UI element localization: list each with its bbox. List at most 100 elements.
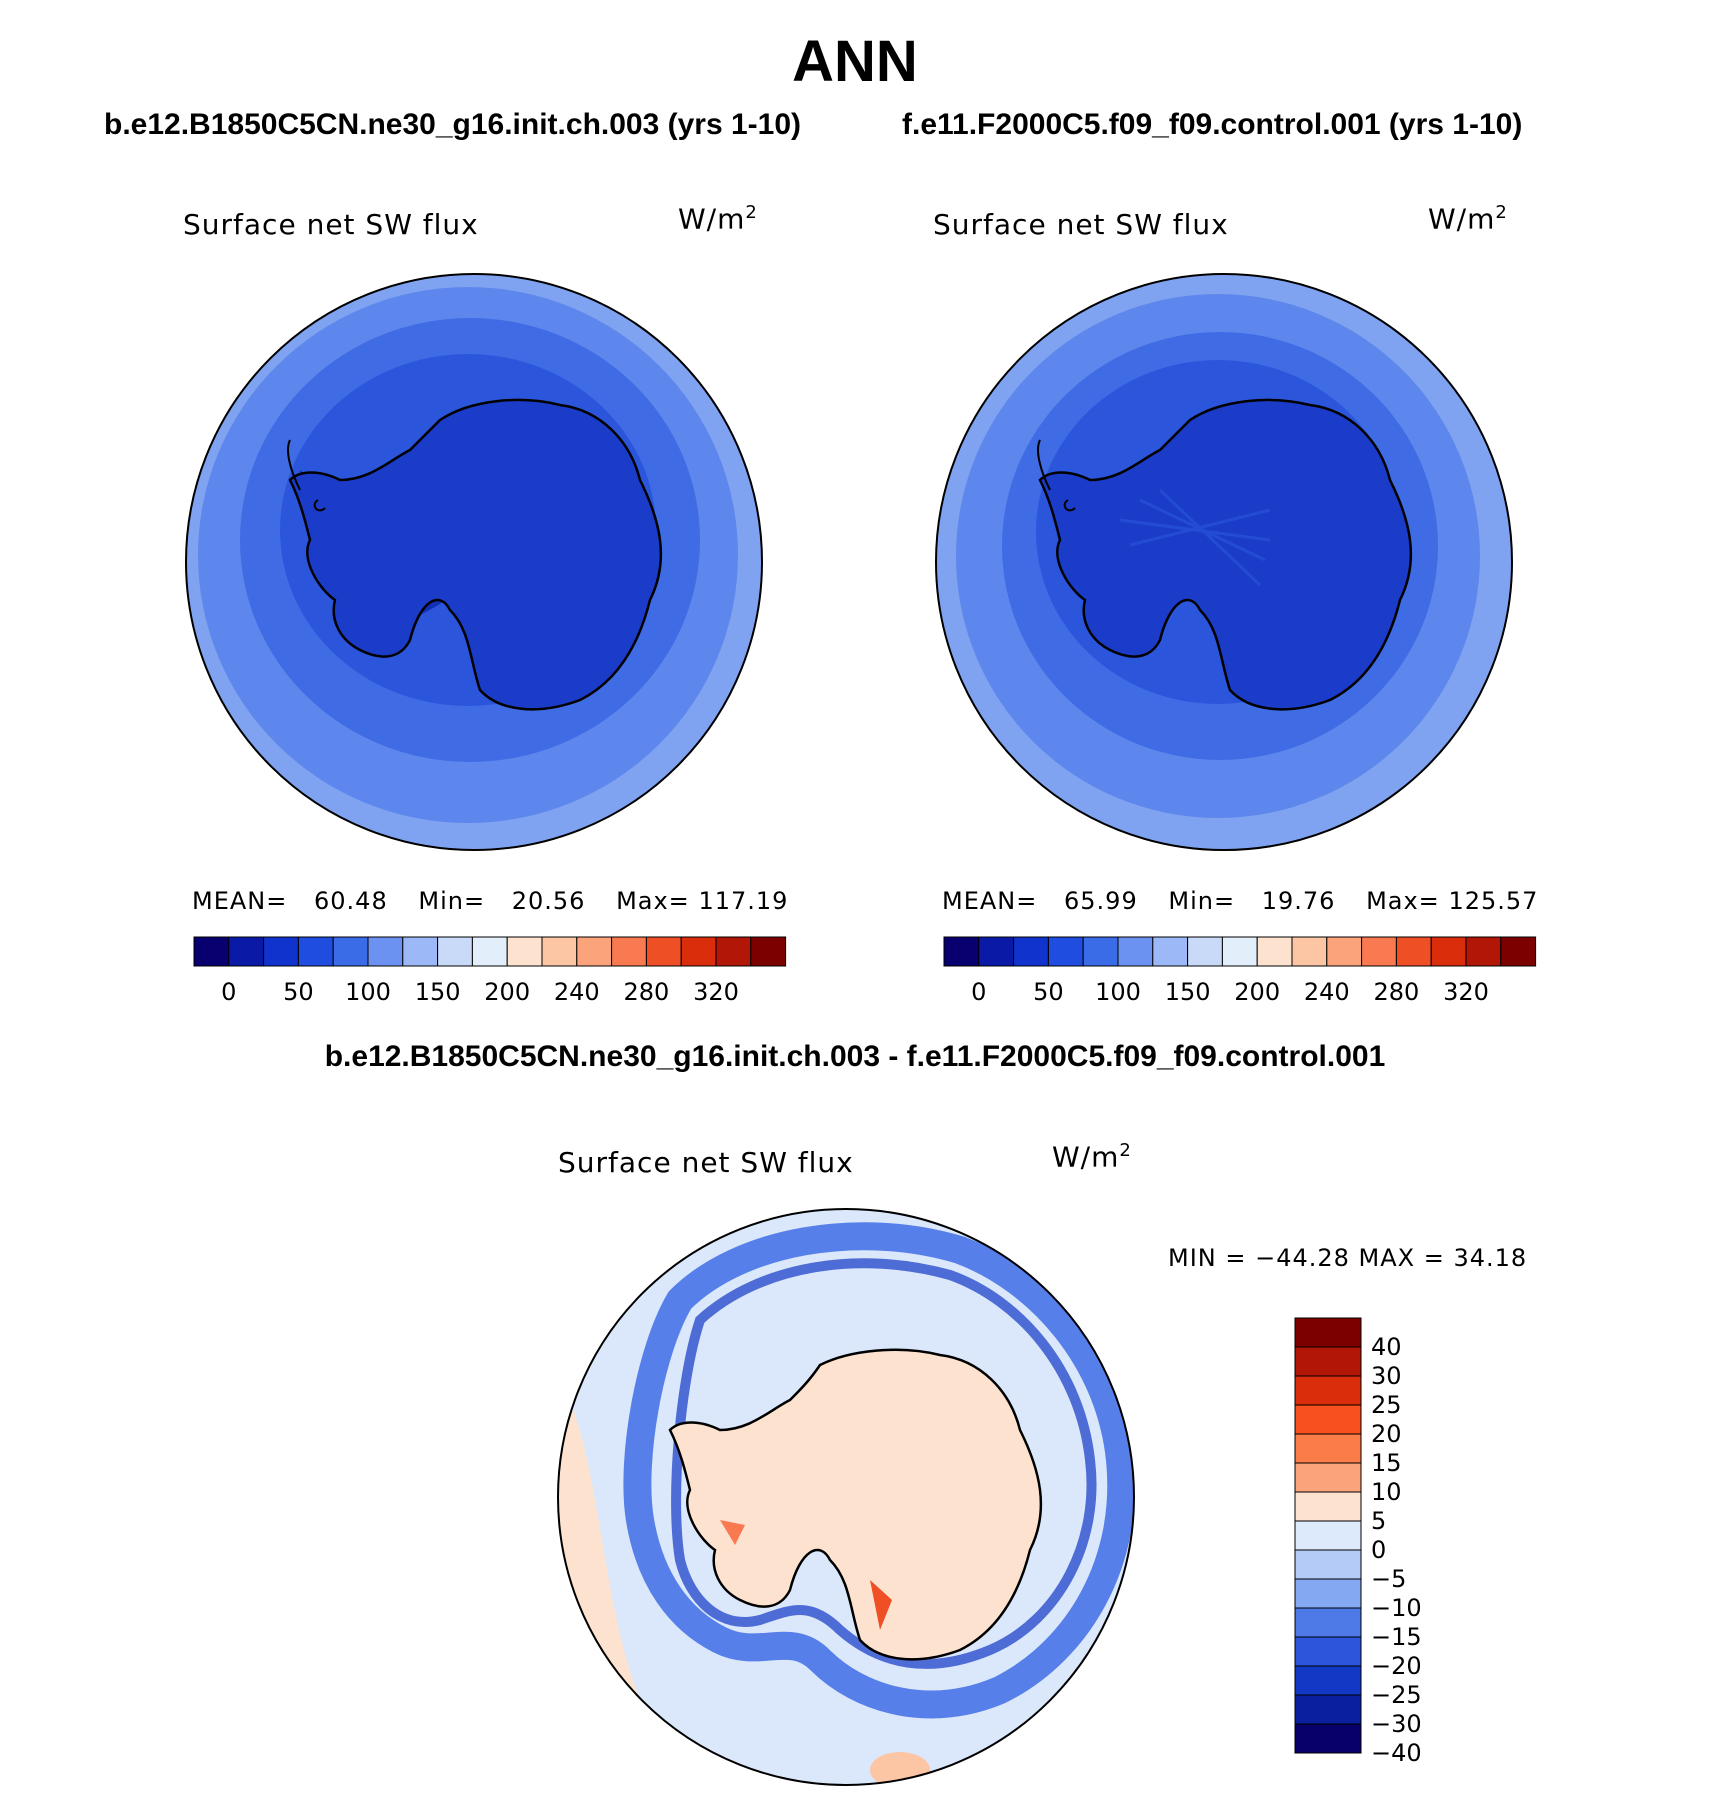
panel1-colorbar-box: [471, 936, 508, 967]
diff-positive-hotspot2: [720, 1520, 745, 1545]
panel1-colorbar-box: [715, 936, 752, 967]
panel1-colorbar-label: 100: [345, 978, 391, 1006]
panel1-colorbar-box: [680, 936, 717, 967]
panel1-colorbar-box: [506, 936, 543, 967]
panel1-colorbar-label: 50: [283, 978, 314, 1006]
panel1-colorbar-box: [263, 936, 299, 967]
diff-colorbar-label: 10: [1371, 1478, 1402, 1506]
panel2-colorbar-label: 0: [971, 978, 986, 1006]
diff-colorbar-label: −15: [1371, 1623, 1422, 1651]
panel2-colorbar-box: [1221, 936, 1258, 967]
panel1-colorbar-label: 200: [484, 978, 530, 1006]
panel2-colorbar-box: [943, 936, 980, 967]
panel2-colorbar-box: [978, 936, 1015, 967]
panel2-colorbar-box: [1013, 936, 1049, 967]
panel1-colorbar-box: [611, 936, 647, 967]
diff-colorbar-box: [1294, 1433, 1362, 1464]
panel2-stats: MEAN= 65.99 Min= 19.76 Max= 125.57: [942, 887, 1538, 915]
panel1-antarctica-coast: [288, 398, 663, 711]
panel2-variable-label: Surface net SW flux: [933, 208, 1229, 241]
diff-units: W/m2: [1052, 1140, 1132, 1174]
panel2-artifact-streaks: [1119, 488, 1271, 587]
panel2-colorbar-label: 280: [1373, 978, 1419, 1006]
panel2-colorbar-box: [1430, 936, 1467, 967]
diff-colorbar-box: [1294, 1578, 1362, 1609]
diff-colorbar-label: −20: [1371, 1652, 1422, 1680]
diff-positive-hotspot: [870, 1580, 892, 1630]
panel1-map-border: [185, 273, 763, 851]
diff-colorbar-box: [1294, 1317, 1362, 1348]
diff-colorbar-label: 30: [1371, 1362, 1402, 1390]
diff-map-border: [557, 1208, 1135, 1786]
difference-title: b.e12.B1850C5CN.ne30_g16.init.ch.003 - f…: [324, 1040, 1386, 1073]
panel1-colorbar-box: [193, 936, 230, 967]
diff-negative-ring: [623, 1222, 1134, 1719]
diff-colorbar-label: −30: [1371, 1710, 1422, 1738]
diff-colorbar-label: −40: [1371, 1739, 1422, 1767]
diff-colorbar-box: [1294, 1520, 1362, 1551]
diff-colorbar-label: 40: [1371, 1333, 1402, 1361]
panel1-colorbar-label: 320: [693, 978, 739, 1006]
diff-colorbar-box: [1294, 1375, 1362, 1406]
panel1-max-label: Max=: [616, 887, 690, 915]
case-left-title: b.e12.B1850C5CN.ne30_g16.init.ch.003 (yr…: [104, 108, 802, 141]
diff-colorbar-label: −10: [1371, 1594, 1422, 1622]
panel1-colorbar-box: [576, 936, 613, 967]
panel2-min-value: 19.76: [1261, 887, 1336, 915]
panel1-peninsula-coast: [287, 439, 326, 512]
panel1-colorbar-box: [228, 936, 265, 967]
panel2-min-label: Min=: [1168, 887, 1236, 915]
diff-antarctica-coast: [668, 1348, 1043, 1661]
diff-colorbar-box: [1294, 1694, 1362, 1725]
panel2-max-label: Max=: [1366, 887, 1440, 915]
panel2-colorbar-box: [1047, 936, 1084, 967]
panel1-min-value: 20.56: [511, 887, 586, 915]
panel1-colorbar: 0 50 100 150 200 240 280 320: [193, 936, 787, 1006]
panel2-mean-value: 65.99: [1064, 887, 1138, 915]
panel2-colorbar-label: 150: [1165, 978, 1211, 1006]
diff-variable-label: Surface net SW flux: [558, 1146, 854, 1179]
panel2-colorbar-box: [1291, 936, 1328, 967]
diff-colorbar-label: 15: [1371, 1449, 1402, 1477]
panel1-colorbar-box: [750, 936, 787, 967]
diff-colorbar-label: 5: [1371, 1507, 1386, 1535]
diff-colorbar-box: [1294, 1346, 1362, 1377]
panel2-colorbar-label: 100: [1095, 978, 1141, 1006]
panel1-colorbar-label: 150: [415, 978, 461, 1006]
panel2-colorbar-label: 50: [1033, 978, 1064, 1006]
panel1-map: [185, 273, 763, 851]
panel2-colorbar-box: [1465, 936, 1502, 967]
panel1-colorbar-box: [541, 936, 578, 967]
diff-colorbar-label: −5: [1371, 1565, 1406, 1593]
diff-colorbar-box: [1294, 1491, 1362, 1522]
diff-minmax: MIN = −44.28 MAX = 34.18: [1168, 1244, 1528, 1272]
panel2-units: W/m2: [1428, 202, 1508, 236]
panel2-colorbar-box: [1082, 936, 1119, 967]
panel2-colorbar-label: 200: [1234, 978, 1280, 1006]
panel2-colorbar-box: [1361, 936, 1397, 967]
panel2-peninsula-coast: [1037, 439, 1076, 512]
panel2-colorbar-box: [1152, 936, 1189, 967]
panel2-map: [935, 273, 1513, 851]
diff-map: [557, 1208, 1135, 1786]
diff-colorbar-label: −25: [1371, 1681, 1422, 1709]
diff-colorbar-label: 20: [1371, 1420, 1402, 1448]
diff-colorbar-box: [1294, 1723, 1362, 1754]
panel2-colorbar-box: [1256, 936, 1293, 967]
panel2-colorbar: 0 50 100 150 200 240 280 320: [943, 936, 1537, 1006]
panel1-colorbar-label: 280: [623, 978, 669, 1006]
panel2-max-value: 125.57: [1448, 887, 1539, 915]
panel2-colorbar-label: 320: [1443, 978, 1489, 1006]
diff-colorbar-box: [1294, 1404, 1362, 1435]
panel2-map-border: [935, 273, 1513, 851]
panel1-max-value: 117.19: [698, 887, 789, 915]
panel2-colorbar-box: [1326, 936, 1363, 967]
diff-colorbar-box: [1294, 1636, 1362, 1667]
diff-colorbar-label: 0: [1371, 1536, 1386, 1564]
panel1-colorbar-box: [402, 936, 439, 967]
case-right-title: f.e11.F2000C5.f09_f09.control.001 (yrs 1…: [902, 108, 1523, 141]
panel2-antarctica-coast: [1038, 398, 1413, 711]
panel1-colorbar-box: [297, 936, 334, 967]
